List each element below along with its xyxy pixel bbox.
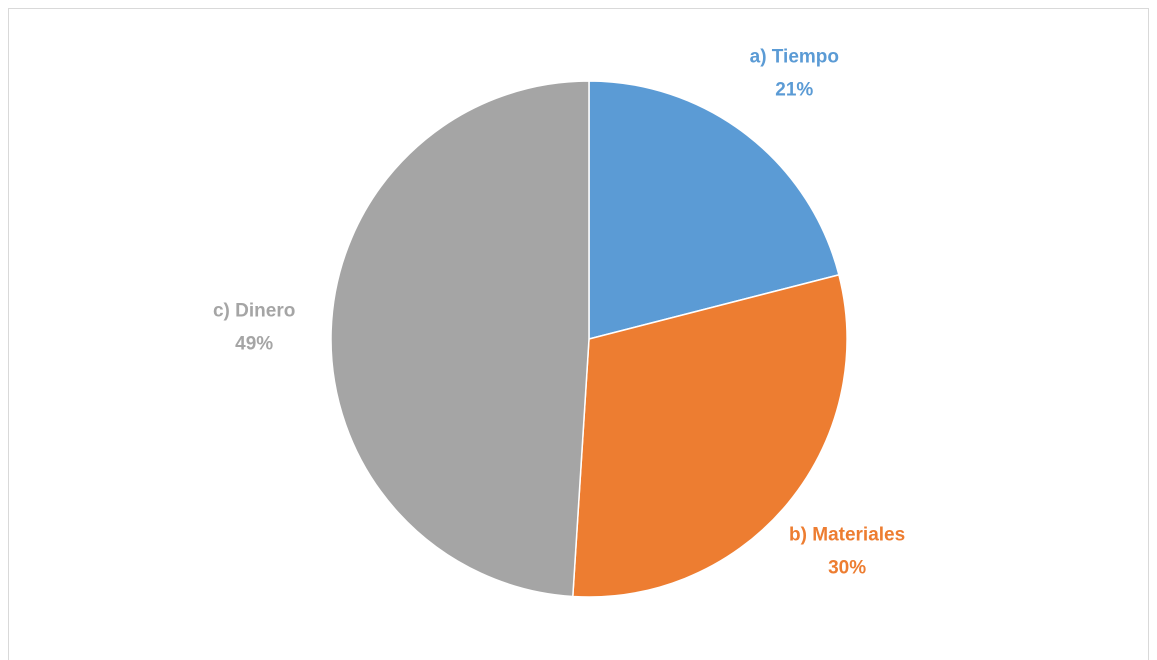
slice-label: a) Tiempo bbox=[750, 46, 839, 67]
slice-value-label: 49% bbox=[235, 333, 273, 354]
slice-label: c) Dinero bbox=[213, 300, 295, 321]
slice-label: b) Materiales bbox=[789, 525, 905, 546]
slice-value-label: 21% bbox=[775, 79, 813, 100]
pie-slice bbox=[330, 80, 590, 598]
pie-slice bbox=[572, 273, 848, 598]
slice-value-label: 30% bbox=[828, 558, 866, 579]
pie-slice bbox=[588, 80, 840, 340]
